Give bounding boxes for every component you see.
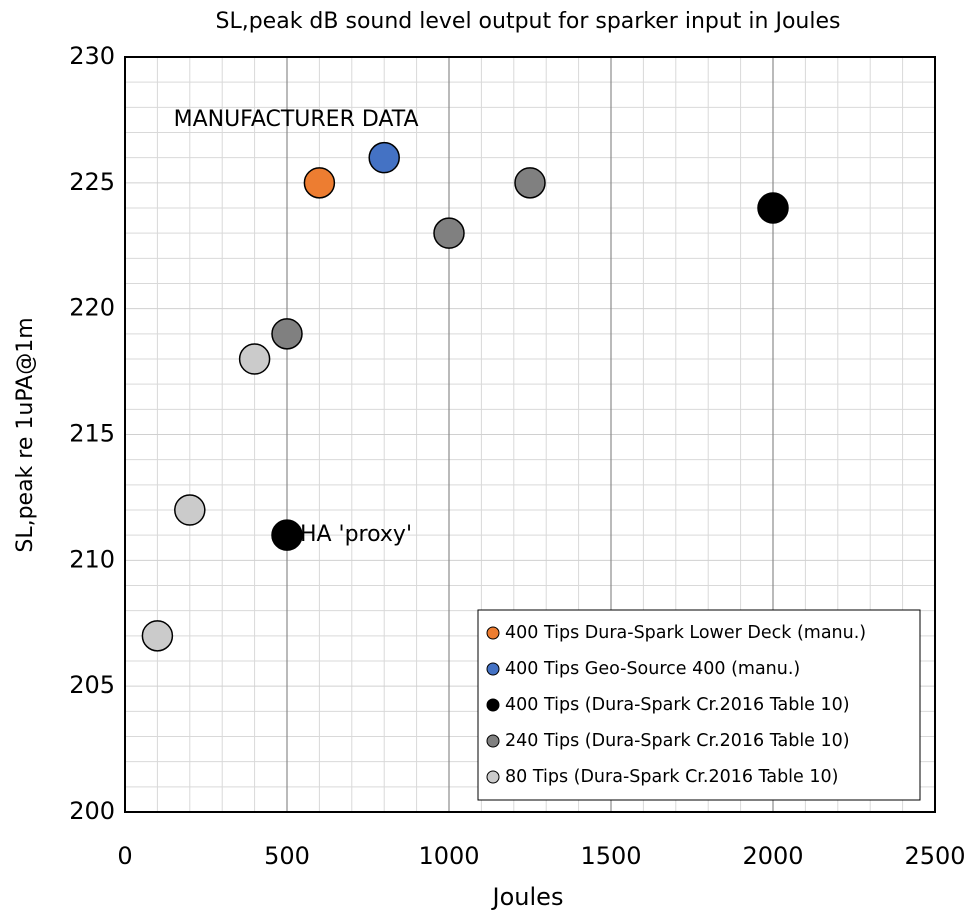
y-tick-label: 230 [69, 42, 115, 70]
x-tick-label: 1000 [418, 842, 479, 870]
legend-label: 240 Tips (Dura-Spark Cr.2016 Table 10) [505, 731, 850, 751]
data-point [303, 167, 336, 199]
y-axis-label: SL,peak re 1uPA@1m [13, 317, 38, 552]
x-tick-label: 2000 [742, 842, 803, 870]
y-tick-label: 200 [69, 797, 115, 825]
legend-marker [486, 734, 500, 748]
data-point [757, 192, 789, 224]
legend-marker [486, 698, 500, 712]
data-point [174, 494, 206, 526]
legend-marker [486, 626, 500, 640]
y-tick-label: 225 [69, 168, 115, 196]
legend-label: 80 Tips (Dura-Spark Cr.2016 Table 10) [505, 767, 838, 787]
x-tick-label: 1500 [580, 842, 641, 870]
legend-label: 400 Tips (Dura-Spark Cr.2016 Table 10) [505, 695, 850, 715]
y-tick-label: 210 [69, 545, 115, 573]
data-point [141, 620, 174, 652]
legend-box [477, 609, 921, 801]
y-tick-label: 205 [69, 671, 115, 699]
data-point [238, 343, 271, 375]
x-axis-label: Joules [491, 883, 564, 911]
data-point [368, 141, 400, 174]
data-point [514, 167, 546, 199]
annotation: IHA 'proxy' [293, 522, 412, 547]
annotation: MANUFACTURER DATA [174, 107, 419, 132]
legend-marker [486, 770, 500, 784]
y-tick-label: 215 [69, 420, 115, 448]
plot-border [124, 56, 936, 813]
legend: 400 Tips Dura-Spark Lower Deck (manu.) 40… [477, 609, 921, 801]
legend-label: 400 Tips Dura-Spark Lower Deck (manu.) [505, 623, 866, 643]
data-point [271, 318, 303, 350]
legend-marker [486, 662, 500, 676]
x-tick-label: 500 [264, 842, 310, 870]
data-point [433, 217, 465, 249]
chart-title: SL,peak dB sound level output for sparke… [216, 9, 841, 34]
legend-label: 400 Tips Geo-Source 400 (manu.) [505, 659, 800, 679]
x-tick-label: 2500 [904, 842, 965, 870]
y-tick-label: 220 [69, 294, 115, 322]
x-tick-label: 0 [117, 842, 132, 870]
data-point [271, 519, 303, 551]
